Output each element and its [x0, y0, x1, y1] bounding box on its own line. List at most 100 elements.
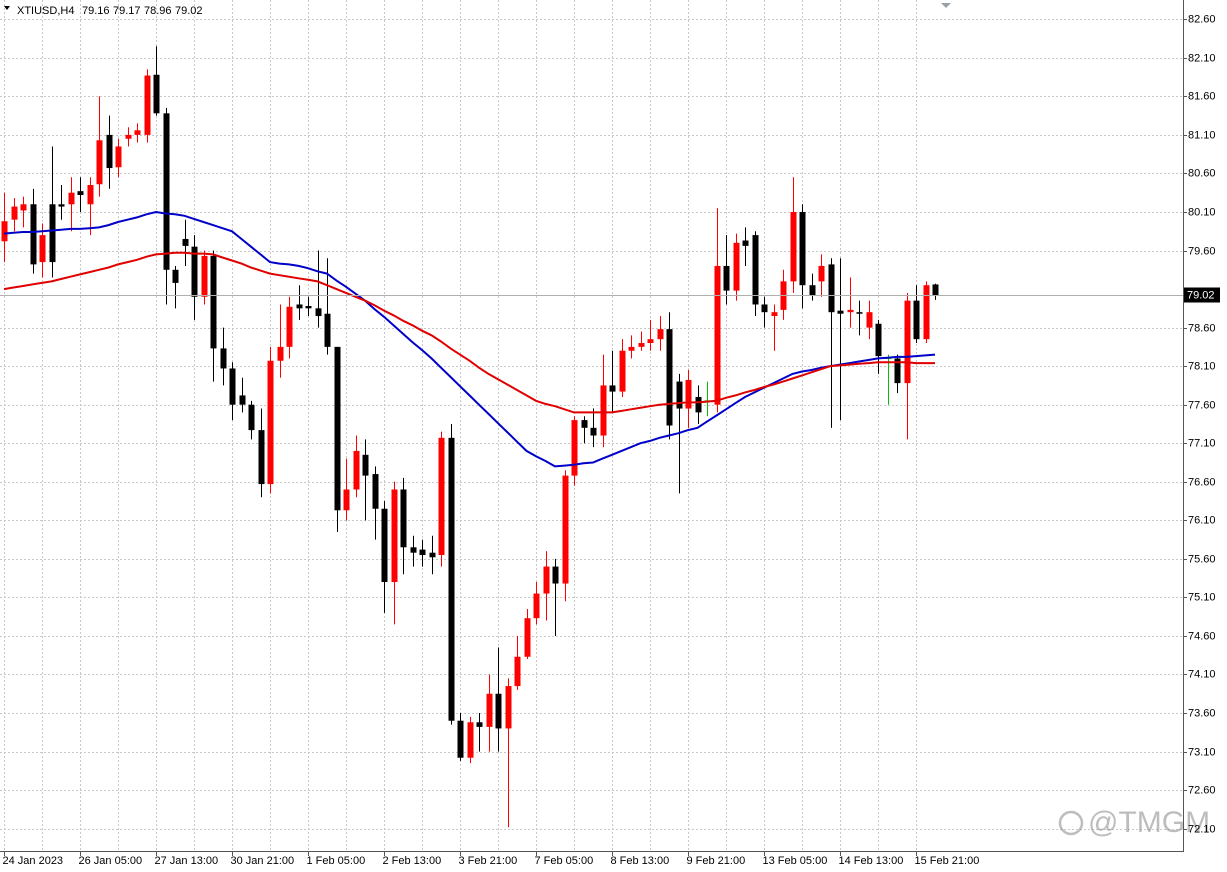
candle-body [125, 134, 132, 139]
candle-body [182, 238, 189, 246]
y-tick-label: 74.60 [1188, 630, 1216, 642]
candle-body [581, 420, 588, 428]
y-tick-label: 82.10 [1188, 52, 1216, 64]
candle-body [666, 329, 673, 426]
candle-body [543, 566, 550, 594]
candle-body [372, 474, 379, 509]
y-tick-label: 74.10 [1188, 668, 1216, 680]
candle-body [315, 308, 322, 317]
candle-body [39, 235, 46, 263]
candle-body [875, 323, 882, 357]
candle-body [438, 437, 445, 555]
candle-body [258, 430, 265, 485]
menu-arrow[interactable] [4, 6, 10, 10]
candle-body [172, 269, 179, 283]
candle-body [723, 265, 730, 291]
candle-body [847, 309, 854, 313]
candle-body [904, 300, 911, 384]
y-tick-label: 75.10 [1188, 591, 1216, 603]
x-tick-label: 26 Jan 05:00 [79, 855, 143, 867]
candle-body [923, 285, 930, 340]
y-tick-label: 77.10 [1188, 437, 1216, 449]
candle-body [609, 385, 616, 392]
y-tick-label: 81.10 [1188, 129, 1216, 141]
candle-body [239, 395, 246, 405]
candle-body [248, 404, 255, 431]
candle-body [590, 427, 597, 436]
watermark-icon [1058, 810, 1084, 836]
candle-body [220, 348, 227, 369]
candle-body [571, 420, 578, 476]
y-tick-label: 80.10 [1188, 206, 1216, 218]
candle-body [866, 312, 873, 328]
y-tick-label: 72.60 [1188, 784, 1216, 796]
candle-body [799, 211, 806, 286]
candle-body [77, 191, 84, 196]
candle-body [600, 385, 607, 436]
x-tick-label: 27 Jan 13:00 [155, 855, 219, 867]
candle-body [30, 204, 37, 265]
candle-body [695, 396, 702, 413]
shift-marker[interactable] [941, 3, 951, 8]
candle-body [163, 113, 170, 270]
candle-body [647, 339, 654, 344]
candle-body [49, 204, 56, 263]
candle-body [457, 720, 464, 758]
y-tick-label: 76.60 [1188, 476, 1216, 488]
candle-body [391, 489, 398, 582]
x-tick-label: 2 Feb 13:00 [383, 855, 442, 867]
y-tick-label: 80.60 [1188, 167, 1216, 179]
candle-body [771, 312, 778, 317]
y-tick-label: 73.60 [1188, 707, 1216, 719]
y-tick-label: 81.60 [1188, 90, 1216, 102]
candle-body [552, 566, 559, 584]
y-tick-label: 75.60 [1188, 553, 1216, 565]
candle-body [533, 593, 540, 619]
candle-body [495, 693, 502, 729]
candle-body [400, 489, 407, 548]
candle-body [476, 722, 483, 727]
candle-body [362, 454, 369, 476]
candle-body [837, 310, 844, 314]
y-tick-label: 79.60 [1188, 245, 1216, 257]
candle-body [58, 204, 65, 207]
x-tick-label: 1 Feb 05:00 [307, 855, 366, 867]
grid [0, 0, 1183, 851]
candle-body [1, 221, 8, 242]
x-tick-label: 8 Feb 13:00 [611, 855, 670, 867]
marks [1, 46, 939, 828]
candle-body [505, 686, 512, 729]
y-tick-label: 77.60 [1188, 399, 1216, 411]
x-tick-label: 24 Jan 2023 [3, 855, 64, 867]
candle-body [742, 240, 749, 246]
candle-body [419, 549, 426, 555]
candle-body [429, 552, 436, 558]
header-high: 79.17 [113, 5, 141, 17]
candle-body [201, 255, 208, 297]
x-tick-label: 15 Feb 21:00 [915, 855, 980, 867]
candle-body [733, 242, 740, 291]
candle-body [448, 437, 455, 721]
y-tick-label: 78.10 [1188, 360, 1216, 372]
candle-body [562, 475, 569, 584]
header-open: 79.16 [82, 5, 110, 17]
y-tick-label: 72.10 [1188, 823, 1216, 835]
candle-body [524, 618, 531, 657]
x-tick-label: 9 Feb 21:00 [687, 855, 746, 867]
candle-body [343, 489, 350, 511]
candle-body [20, 204, 27, 211]
x-tick-label: 14 Feb 13:00 [839, 855, 904, 867]
candle-body [334, 346, 341, 511]
candle-body [68, 192, 75, 205]
candle-body [676, 381, 683, 409]
candle-body [106, 134, 113, 169]
moving-average [3, 251, 935, 414]
candle-body [761, 304, 768, 313]
candle-body [818, 265, 825, 282]
candle-body [467, 722, 474, 758]
candle-body [96, 140, 103, 185]
candle-body [286, 306, 293, 347]
candle-body [410, 547, 417, 553]
